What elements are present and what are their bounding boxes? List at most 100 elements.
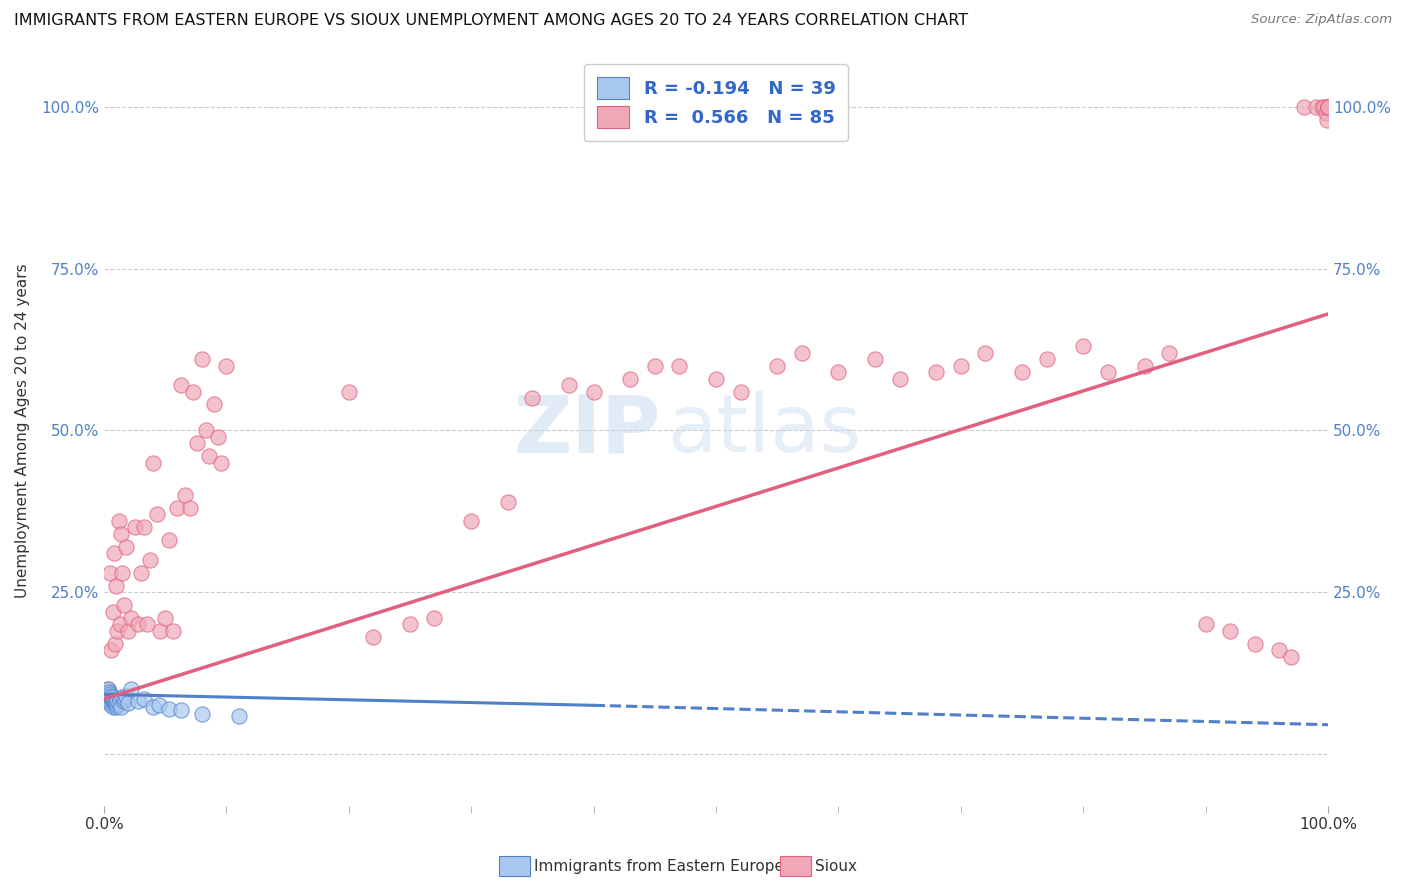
Y-axis label: Unemployment Among Ages 20 to 24 years: Unemployment Among Ages 20 to 24 years: [15, 263, 30, 598]
Point: [110, 527, 132, 541]
Legend: R = -0.194   N = 39, R =  0.566   N = 85: R = -0.194 N = 39, R = 0.566 N = 85: [583, 64, 848, 141]
Point: [1316, 112, 1339, 127]
Point: [114, 691, 136, 706]
Point: [730, 384, 752, 399]
Point: [215, 359, 238, 373]
Point: [142, 700, 165, 714]
Point: [207, 430, 229, 444]
Point: [127, 694, 149, 708]
Point: [101, 690, 124, 704]
Point: [107, 698, 129, 713]
Point: [211, 456, 233, 470]
Point: [191, 706, 214, 721]
Point: [108, 617, 131, 632]
Text: ZIP: ZIP: [513, 392, 661, 469]
Point: [974, 345, 997, 359]
Point: [115, 689, 138, 703]
Point: [1305, 100, 1327, 114]
Point: [704, 371, 727, 385]
Point: [1315, 106, 1337, 120]
Point: [863, 352, 886, 367]
Point: [194, 423, 217, 437]
Point: [1317, 100, 1340, 114]
Point: [97, 691, 120, 706]
Point: [104, 695, 127, 709]
Point: [105, 700, 128, 714]
Point: [97, 682, 120, 697]
Point: [124, 520, 146, 534]
Point: [1317, 100, 1340, 114]
Point: [112, 694, 135, 708]
Point: [1317, 100, 1340, 114]
Point: [157, 533, 180, 548]
Point: [558, 378, 581, 392]
Point: [127, 617, 149, 632]
Point: [111, 566, 134, 580]
Point: [170, 703, 193, 717]
Point: [889, 371, 911, 385]
Point: [228, 709, 250, 723]
Point: [142, 456, 165, 470]
Point: [644, 359, 666, 373]
Point: [1035, 352, 1057, 367]
Point: [1133, 359, 1156, 373]
Text: Sioux: Sioux: [815, 859, 858, 873]
Point: [101, 695, 124, 709]
Point: [582, 384, 605, 399]
Text: IMMIGRANTS FROM EASTERN EUROPE VS SIOUX UNEMPLOYMENT AMONG AGES 20 TO 24 YEARS C: IMMIGRANTS FROM EASTERN EUROPE VS SIOUX …: [14, 13, 969, 29]
Point: [101, 605, 124, 619]
Point: [522, 391, 544, 405]
Point: [105, 579, 128, 593]
Point: [120, 682, 142, 697]
Point: [98, 687, 121, 701]
Point: [361, 631, 384, 645]
Point: [108, 691, 131, 706]
Point: [668, 359, 690, 373]
Point: [198, 449, 221, 463]
Point: [107, 694, 129, 708]
Text: Immigrants from Eastern Europe: Immigrants from Eastern Europe: [534, 859, 785, 873]
Point: [1292, 100, 1315, 114]
Point: [104, 698, 127, 713]
Point: [179, 501, 201, 516]
Text: Source: ZipAtlas.com: Source: ZipAtlas.com: [1251, 13, 1392, 27]
Point: [134, 691, 156, 706]
Point: [1195, 617, 1218, 632]
Point: [120, 611, 142, 625]
Point: [162, 624, 184, 638]
Point: [949, 359, 972, 373]
Point: [183, 384, 205, 399]
Point: [103, 697, 125, 711]
Point: [107, 624, 129, 638]
Point: [129, 566, 152, 580]
Point: [166, 501, 188, 516]
Point: [100, 691, 122, 706]
Point: [148, 698, 170, 713]
Point: [157, 701, 180, 715]
Point: [766, 359, 789, 373]
Point: [101, 700, 124, 714]
Point: [1310, 100, 1333, 114]
Point: [399, 617, 422, 632]
Point: [103, 691, 125, 706]
Point: [104, 637, 127, 651]
Point: [100, 698, 122, 713]
Text: atlas: atlas: [666, 392, 862, 469]
Point: [1071, 339, 1094, 353]
Point: [107, 697, 129, 711]
Point: [97, 682, 120, 697]
Point: [115, 540, 138, 554]
Point: [496, 494, 519, 508]
Point: [149, 624, 172, 638]
Point: [423, 611, 446, 625]
Point: [790, 345, 813, 359]
Point: [98, 697, 121, 711]
Point: [117, 624, 139, 638]
Point: [191, 352, 214, 367]
Point: [97, 694, 120, 708]
Point: [1219, 624, 1241, 638]
Point: [1281, 649, 1303, 664]
Point: [460, 514, 482, 528]
Point: [827, 365, 849, 379]
Point: [1157, 345, 1180, 359]
